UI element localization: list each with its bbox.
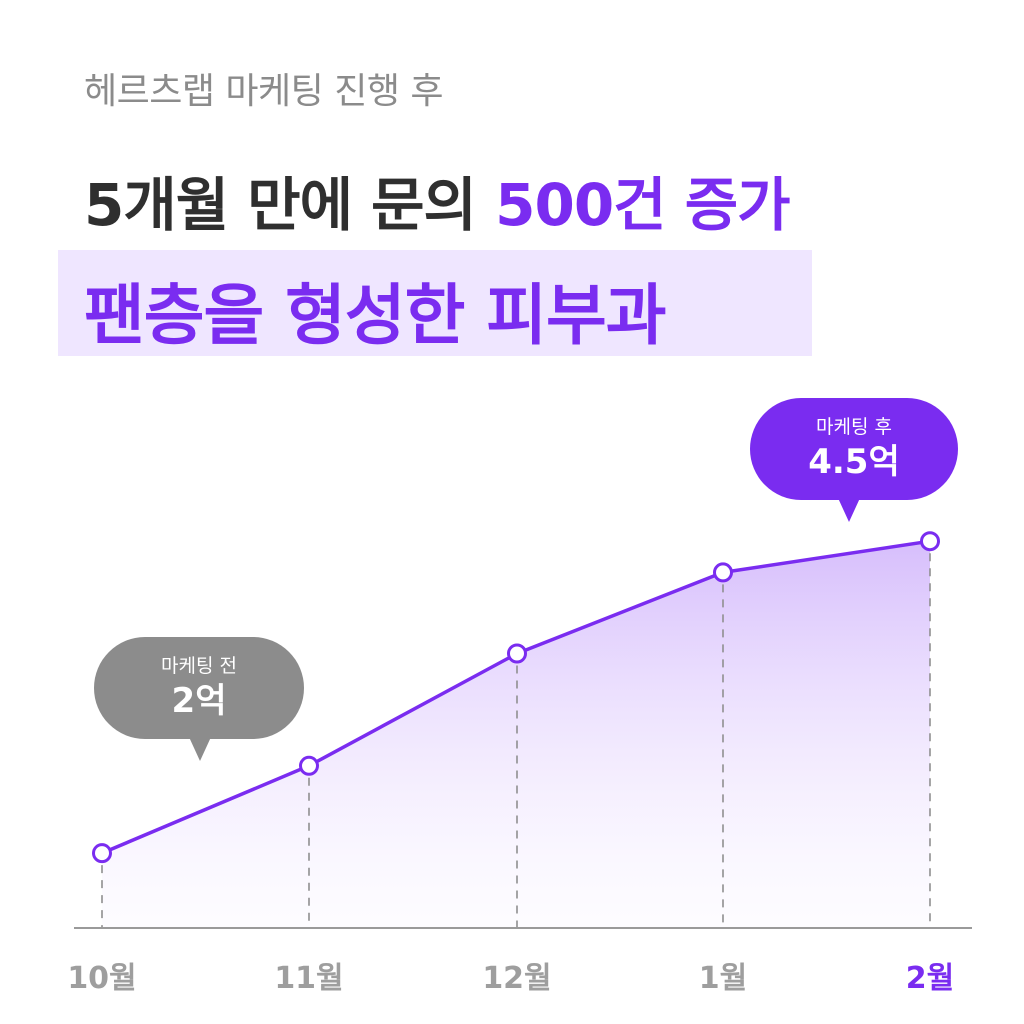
subtitle: 헤르츠랩 마케팅 진행 후	[84, 71, 444, 112]
x-tick-label: 1월	[699, 961, 747, 996]
data-point-3	[507, 643, 527, 664]
callout-after-value: 4.5억	[808, 442, 900, 482]
data-point-1	[92, 843, 112, 864]
data-point-2	[299, 755, 319, 776]
callout-before-tail	[189, 737, 211, 761]
x-tick-label: 11월	[274, 961, 343, 996]
callout-before-label: 마케팅 전	[161, 655, 237, 677]
callout-after: 마케팅 후 4.5억	[750, 398, 958, 522]
callout-after-label: 마케팅 후	[816, 416, 892, 438]
data-point-5	[920, 531, 940, 552]
callout-before: 마케팅 전 2억	[94, 637, 304, 761]
headline: 5개월 만에 문의 500건 증가	[84, 158, 790, 242]
callout-after-tail	[838, 498, 860, 522]
headline-accent: 500건 증가	[495, 171, 790, 239]
headline-text: 5개월 만에 문의	[84, 171, 496, 239]
x-tick-label: 10월	[67, 961, 136, 996]
callout-before-value: 2억	[171, 681, 227, 721]
x-tick-label: 2월	[906, 961, 954, 996]
headline-second-line: 팬층을 형성한 피부과	[84, 277, 666, 354]
headline-highlight-box	[58, 250, 812, 356]
data-point-4	[713, 562, 733, 583]
x-tick-label: 12월	[482, 961, 551, 996]
